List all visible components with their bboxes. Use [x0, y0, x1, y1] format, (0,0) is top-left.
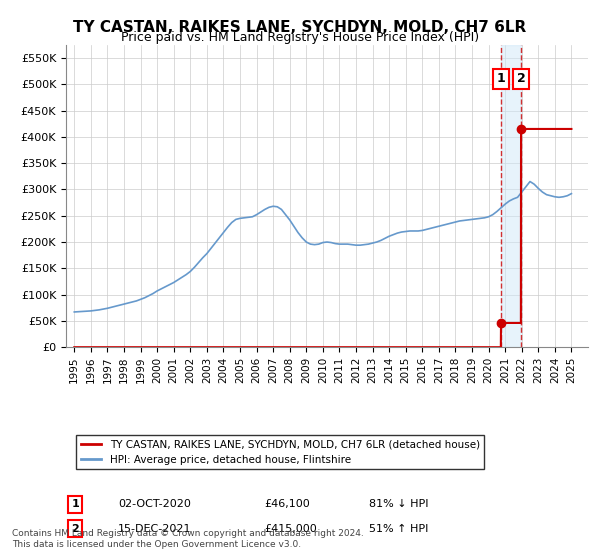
Text: 81% ↓ HPI: 81% ↓ HPI	[369, 500, 428, 510]
Bar	[501, 45, 521, 347]
Text: 51% ↑ HPI: 51% ↑ HPI	[369, 524, 428, 534]
Text: 1: 1	[497, 72, 505, 86]
Text: 02-OCT-2020: 02-OCT-2020	[118, 500, 191, 510]
Text: 2: 2	[517, 72, 526, 86]
Text: 2: 2	[71, 524, 79, 534]
Text: Contains HM Land Registry data © Crown copyright and database right 2024.
This d: Contains HM Land Registry data © Crown c…	[12, 529, 364, 549]
Text: £415,000: £415,000	[265, 524, 317, 534]
Text: £46,100: £46,100	[265, 500, 310, 510]
Legend: TY CASTAN, RAIKES LANE, SYCHDYN, MOLD, CH7 6LR (detached house), HPI: Average pr: TY CASTAN, RAIKES LANE, SYCHDYN, MOLD, C…	[76, 436, 484, 469]
Text: TY CASTAN, RAIKES LANE, SYCHDYN, MOLD, CH7 6LR: TY CASTAN, RAIKES LANE, SYCHDYN, MOLD, C…	[73, 20, 527, 35]
Text: 15-DEC-2021: 15-DEC-2021	[118, 524, 192, 534]
Text: Price paid vs. HM Land Registry's House Price Index (HPI): Price paid vs. HM Land Registry's House …	[121, 31, 479, 44]
Text: 1: 1	[71, 500, 79, 510]
